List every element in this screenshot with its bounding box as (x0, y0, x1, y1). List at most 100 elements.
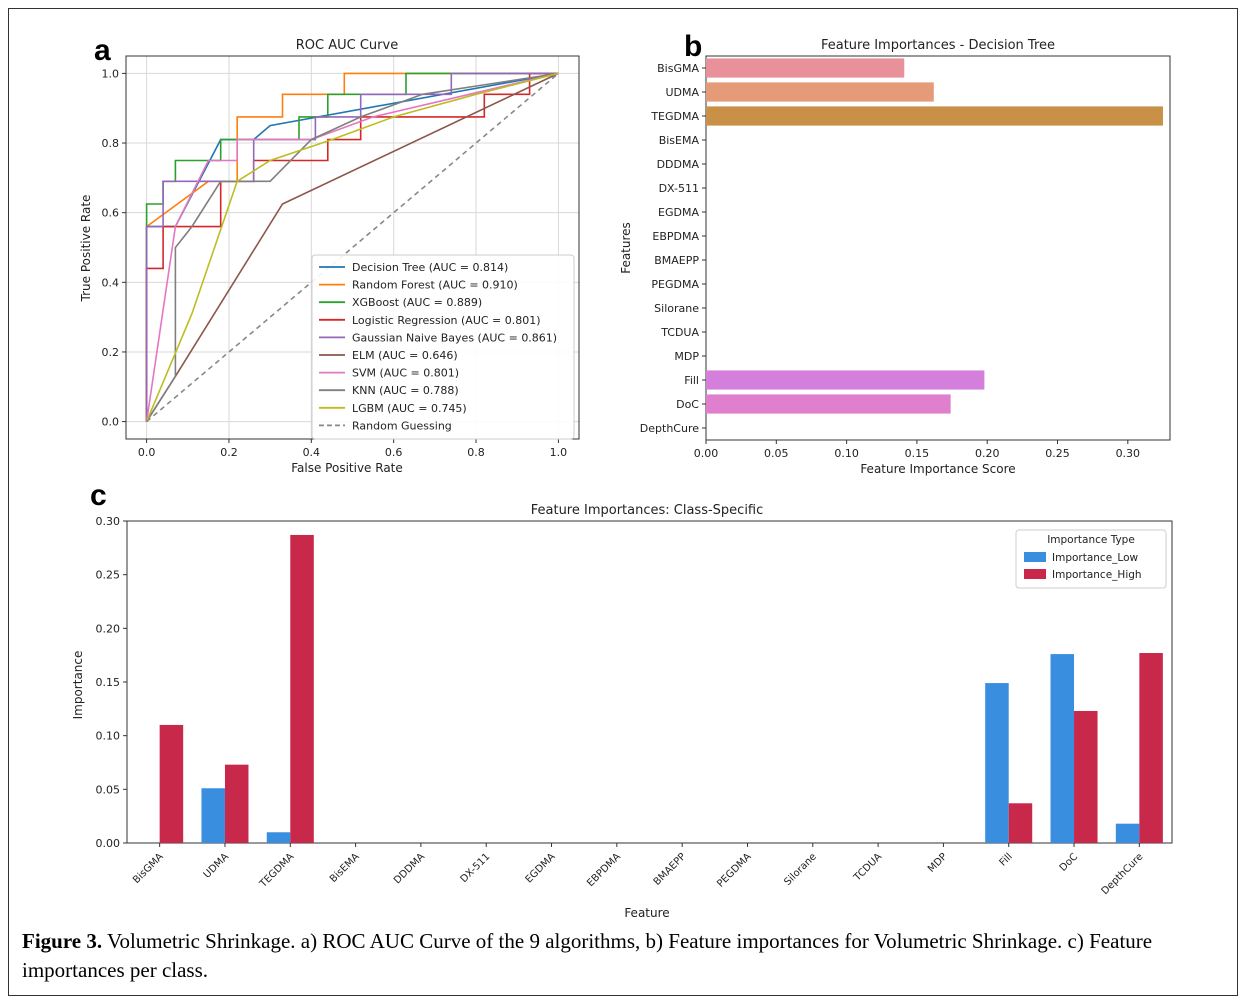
cs-plot-frame (126, 520, 1173, 844)
dt-ytick-label: EBPDMA (652, 230, 699, 243)
cs-bar (159, 724, 184, 843)
cs-ytick-label: 0.20 (96, 622, 121, 635)
cs-xtick-label: Silorane (782, 851, 819, 888)
cs-bar (1050, 654, 1075, 843)
roc-ytick-label: 0.2 (102, 346, 120, 359)
panel-label-a: a (94, 34, 111, 67)
roc-xtick-label: 0.0 (138, 446, 156, 459)
roc-legend-label: KNN (AUC = 0.788) (352, 384, 459, 397)
roc-legend-box (311, 254, 575, 440)
dt-plot-frame (705, 55, 1171, 441)
cs-legend-box (1015, 529, 1167, 589)
cs-xtick-label: BisGMA (131, 851, 166, 886)
dt-bar (706, 82, 934, 102)
cs-ylabel: Importance (71, 651, 85, 720)
cs-xtick-label: Fill (998, 851, 1015, 868)
roc-legend-label: Random Forest (AUC = 0.910) (352, 279, 518, 292)
figure-frame (8, 8, 1238, 996)
roc-legend-label: Logistic Regression (AUC = 0.801) (352, 314, 541, 327)
dt-ytick-label: EGDMA (658, 206, 699, 219)
dt-bar (706, 394, 951, 414)
cs-legend-swatch (1024, 569, 1046, 579)
cs-ytick-label: 0.25 (96, 569, 121, 582)
cs-xtick-label: EGDMA (524, 851, 558, 885)
caption-text: Volumetric Shrinkage. a) ROC AUC Curve o… (22, 929, 1153, 982)
cs-ytick-label: 0.05 (96, 783, 121, 796)
dt-xtick-label: 0.10 (834, 447, 859, 460)
cs-xlabel: Feature (624, 906, 669, 920)
cs-bar (1115, 823, 1140, 843)
cs-ytick-label: 0.30 (96, 515, 121, 528)
dt-ytick-label: Fill (684, 374, 699, 387)
cs-xtick-label: BMAEPP (652, 851, 689, 888)
dt-ytick-label: DoC (676, 398, 699, 411)
panel-label-c: c (90, 479, 107, 512)
roc-legend-label: XGBoost (AUC = 0.889) (352, 296, 482, 309)
cs-legend-swatch (1024, 552, 1046, 562)
cs-bar (1139, 653, 1163, 843)
dt-xtick-label: 0.00 (694, 447, 719, 460)
cs-legend-label: Importance_Low (1052, 552, 1139, 564)
cs-ytick-label: 0.10 (96, 730, 121, 743)
dt-ytick-label: UDMA (665, 86, 699, 99)
dt-ylabel: Features (619, 222, 633, 274)
roc-legend-label: Gaussian Naive Bayes (AUC = 0.861) (352, 331, 557, 344)
class-specific-importance-chart: Feature Importances: Class-Specific Feat… (71, 503, 1173, 920)
roc-ytick-label: 0.0 (102, 416, 120, 429)
dt-xtick-label: 0.15 (905, 447, 930, 460)
cs-xtick-label: DoC (1058, 851, 1080, 873)
cs-bar (290, 534, 314, 843)
roc-xtick-label: 0.6 (385, 446, 403, 459)
roc-series-line (145, 72, 559, 422)
figure-caption: Figure 3. Volumetric Shrinkage. a) ROC A… (22, 927, 1222, 985)
cs-xtick-label: TCDUA (851, 851, 884, 884)
roc-series-line (145, 72, 559, 422)
roc-xtick-label: 0.8 (467, 446, 485, 459)
roc-xtick-label: 1.0 (550, 446, 568, 459)
dt-ytick-label: DX-511 (659, 182, 699, 195)
dt-xtick-label: 0.20 (975, 447, 1000, 460)
cs-ytick-label: 0.00 (96, 837, 121, 850)
cs-bar (201, 788, 225, 843)
dt-ytick-label: TEGDMA (650, 110, 699, 123)
roc-ytick-label: 0.4 (102, 276, 120, 289)
cs-legend-title: Importance Type (1047, 534, 1135, 546)
dt-ytick-label: PEGDMA (651, 278, 699, 291)
roc-xtick-label: 0.2 (220, 446, 238, 459)
dt-xtick-label: 0.30 (1116, 447, 1141, 460)
dt-title: Feature Importances - Decision Tree (821, 38, 1055, 53)
roc-series-line (145, 72, 559, 423)
dt-ytick-label: Silorane (654, 302, 699, 315)
roc-legend-label: LGBM (AUC = 0.745) (352, 402, 467, 415)
feature-importance-dt-chart: Feature Importances - Decision Tree Feat… (619, 38, 1171, 476)
cs-xtick-label: DepthCure (1100, 851, 1146, 897)
cs-bar (1074, 710, 1098, 843)
roc-xlabel: False Positive Rate (291, 461, 403, 475)
cs-xtick-label: DDDMA (392, 851, 427, 886)
roc-ytick-label: 0.8 (102, 137, 120, 150)
roc-ytick-label: 0.6 (102, 207, 120, 220)
roc-legend-label: SVM (AUC = 0.801) (352, 367, 459, 380)
cs-xtick-label: BisEMA (328, 851, 362, 885)
roc-xtick-label: 0.4 (303, 446, 321, 459)
dt-xtick-label: 0.25 (1045, 447, 1070, 460)
cs-bar (224, 764, 249, 843)
cs-bar (266, 832, 291, 843)
dt-ytick-label: DDDMA (657, 158, 700, 171)
cs-ytick-label: 0.15 (96, 676, 121, 689)
roc-chart: ROC AUC Curve False Positive Rate True P… (79, 38, 580, 475)
dt-ytick-label: BMAEPP (654, 254, 699, 267)
roc-series-line (145, 72, 559, 422)
cs-xtick-label: PEGDMA (715, 851, 753, 889)
cs-xtick-label: EBPDMA (585, 851, 623, 889)
dt-bar (706, 58, 905, 78)
dt-xtick-label: 0.05 (764, 447, 789, 460)
roc-legend-label: Random Guessing (352, 419, 452, 432)
cs-xtick-label: UDMA (202, 851, 231, 880)
dt-ytick-label: BisEMA (659, 134, 700, 147)
roc-legend-label: Decision Tree (AUC = 0.814) (352, 261, 508, 274)
dt-ytick-label: BisGMA (657, 62, 699, 75)
dt-ytick-label: MDP (674, 350, 699, 363)
panel-label-b: b (684, 30, 702, 63)
